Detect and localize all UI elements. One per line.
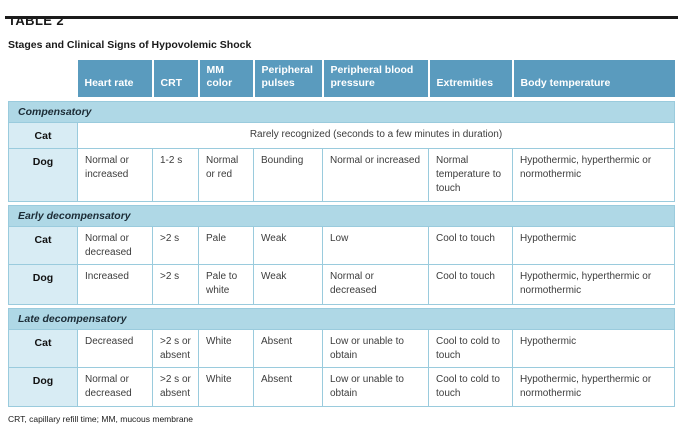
cell-peripheral-blood-pressure: Low or unable to obtain bbox=[322, 328, 429, 368]
cell-mm-color: Pale to white bbox=[198, 263, 254, 305]
footnote: CRT, capillary refill time; MM, mucous m… bbox=[8, 413, 193, 424]
row-label-dog: Dog bbox=[8, 263, 78, 305]
cell-body-temperature: Hypothermic bbox=[512, 225, 675, 265]
section-header-label: Early decompensatory bbox=[8, 204, 675, 227]
corner-cell bbox=[8, 60, 78, 97]
col-header-crt: CRT bbox=[151, 60, 199, 97]
top-rule bbox=[5, 16, 678, 19]
table-row-late-cat: Cat Decreased >2 s or absent White Absen… bbox=[8, 328, 675, 368]
cell-peripheral-pulses: Absent bbox=[253, 328, 323, 368]
cell-crt: >2 s bbox=[152, 263, 199, 305]
cell-peripheral-pulses: Absent bbox=[253, 366, 323, 407]
cell-extremities: Cool to touch bbox=[428, 225, 513, 265]
cell-peripheral-blood-pressure: Normal or decreased bbox=[322, 263, 429, 305]
section-header-label: Compensatory bbox=[8, 100, 675, 123]
col-header-body-temperature: Body temperature bbox=[511, 60, 675, 97]
cell-peripheral-blood-pressure: Low bbox=[322, 225, 429, 265]
cell-mm-color: Normal or red bbox=[198, 147, 254, 202]
cell-mm-color: Pale bbox=[198, 225, 254, 265]
cell-mm-color: White bbox=[198, 328, 254, 368]
cell-heart-rate: Normal or increased bbox=[77, 147, 153, 202]
cell-crt: 1-2 s bbox=[152, 147, 199, 202]
table-title: Stages and Clinical Signs of Hypovolemic… bbox=[8, 39, 252, 51]
cell-crt: >2 s bbox=[152, 225, 199, 265]
col-header-peripheral-blood-pressure: Peripheral blood pressure bbox=[321, 60, 429, 97]
cell-heart-rate: Decreased bbox=[77, 328, 153, 368]
section-header-label: Late decompensatory bbox=[8, 307, 675, 330]
section-header-compensatory: Compensatory bbox=[8, 100, 675, 123]
spacer-row bbox=[8, 201, 675, 205]
table-row-early-cat: Cat Normal or decreased >2 s Pale Weak L… bbox=[8, 225, 675, 265]
col-header-heart-rate: Heart rate bbox=[77, 60, 153, 97]
table-row-late-dog: Dog Normal or decreased >2 s or absent W… bbox=[8, 366, 675, 407]
row-label-cat: Cat bbox=[8, 328, 78, 368]
cell-body-temperature: Hypothermic, hyperthermic or normothermi… bbox=[512, 366, 675, 407]
cell-heart-rate: Normal or decreased bbox=[77, 366, 153, 407]
cell-peripheral-pulses: Weak bbox=[253, 263, 323, 305]
spacer-row bbox=[8, 97, 675, 101]
cell-peripheral-blood-pressure: Normal or increased bbox=[322, 147, 429, 202]
table-row-early-dog: Dog Increased >2 s Pale to white Weak No… bbox=[8, 263, 675, 305]
column-header-row: Heart rate CRT MM color Peripheral pulse… bbox=[8, 60, 675, 97]
section-header-early-decompensatory: Early decompensatory bbox=[8, 204, 675, 227]
row-label-dog: Dog bbox=[8, 147, 78, 202]
row-label-dog: Dog bbox=[8, 366, 78, 407]
cell-extremities: Normal temperature to touch bbox=[428, 147, 513, 202]
cell-heart-rate: Normal or decreased bbox=[77, 225, 153, 265]
cell-body-temperature: Hypothermic, hyperthermic or normothermi… bbox=[512, 147, 675, 202]
cell-crt: >2 s or absent bbox=[152, 328, 199, 368]
table-row-compensatory-dog: Dog Normal or increased 1-2 s Normal or … bbox=[8, 147, 675, 202]
hypovolemic-shock-table: Heart rate CRT MM color Peripheral pulse… bbox=[8, 60, 675, 407]
cell-mm-color: White bbox=[198, 366, 254, 407]
merged-note-cell: Rarely recognized (seconds to a few minu… bbox=[77, 121, 675, 149]
section-header-late-decompensatory: Late decompensatory bbox=[8, 307, 675, 330]
row-label-cat: Cat bbox=[8, 225, 78, 265]
cell-heart-rate: Increased bbox=[77, 263, 153, 305]
cell-body-temperature: Hypothermic, hyperthermic or normothermi… bbox=[512, 263, 675, 305]
cell-extremities: Cool to touch bbox=[428, 263, 513, 305]
col-header-peripheral-pulses: Peripheral pulses bbox=[252, 60, 323, 97]
col-header-extremities: Extremities bbox=[427, 60, 513, 97]
cell-peripheral-pulses: Bounding bbox=[253, 147, 323, 202]
spacer-row bbox=[8, 304, 675, 308]
cell-crt: >2 s or absent bbox=[152, 366, 199, 407]
cell-peripheral-blood-pressure: Low or unable to obtain bbox=[322, 366, 429, 407]
col-header-mm-color: MM color bbox=[197, 60, 254, 97]
cell-extremities: Cool to cold to touch bbox=[428, 328, 513, 368]
cell-peripheral-pulses: Weak bbox=[253, 225, 323, 265]
cell-body-temperature: Hypothermic bbox=[512, 328, 675, 368]
cell-extremities: Cool to cold to touch bbox=[428, 366, 513, 407]
row-label-cat: Cat bbox=[8, 121, 78, 149]
table-row-compensatory-cat: Cat Rarely recognized (seconds to a few … bbox=[8, 121, 675, 149]
